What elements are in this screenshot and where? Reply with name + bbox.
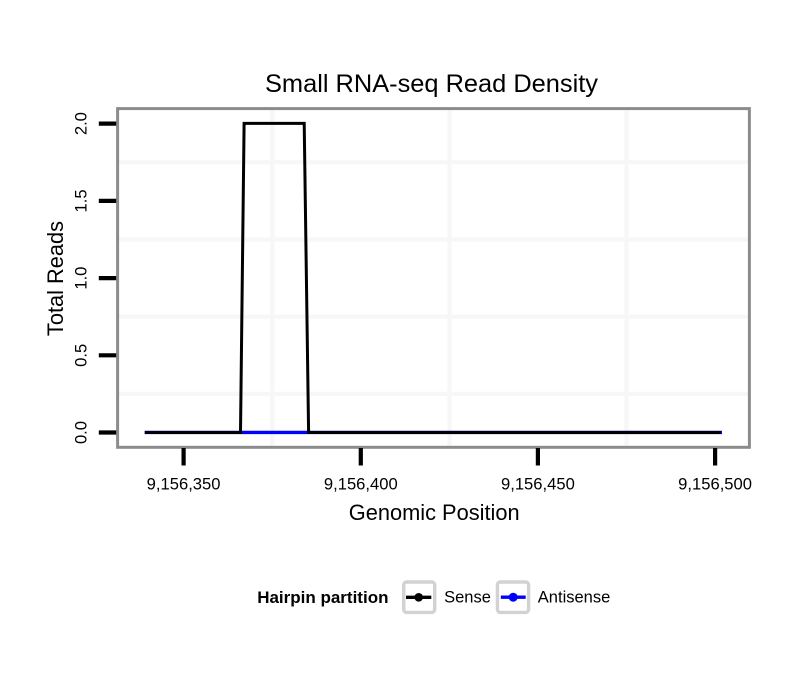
svg-text:Sense: Sense bbox=[444, 588, 491, 606]
svg-text:1.0: 1.0 bbox=[72, 267, 91, 290]
svg-text:Genomic Position: Genomic Position bbox=[349, 500, 520, 525]
svg-text:Hairpin partition: Hairpin partition bbox=[257, 588, 388, 607]
svg-text:9,156,350: 9,156,350 bbox=[147, 475, 221, 494]
svg-text:2.0: 2.0 bbox=[72, 112, 91, 135]
svg-text:9,156,500: 9,156,500 bbox=[678, 475, 752, 494]
svg-text:0.0: 0.0 bbox=[72, 421, 91, 444]
svg-text:1.5: 1.5 bbox=[72, 189, 91, 212]
svg-text:9,156,450: 9,156,450 bbox=[501, 475, 575, 494]
svg-text:Small RNA-seq Read Density: Small RNA-seq Read Density bbox=[265, 70, 598, 98]
svg-text:0.5: 0.5 bbox=[72, 344, 91, 367]
svg-text:Antisense: Antisense bbox=[538, 588, 610, 606]
svg-text:9,156,400: 9,156,400 bbox=[324, 475, 398, 494]
svg-text:Total Reads: Total Reads bbox=[43, 221, 68, 336]
